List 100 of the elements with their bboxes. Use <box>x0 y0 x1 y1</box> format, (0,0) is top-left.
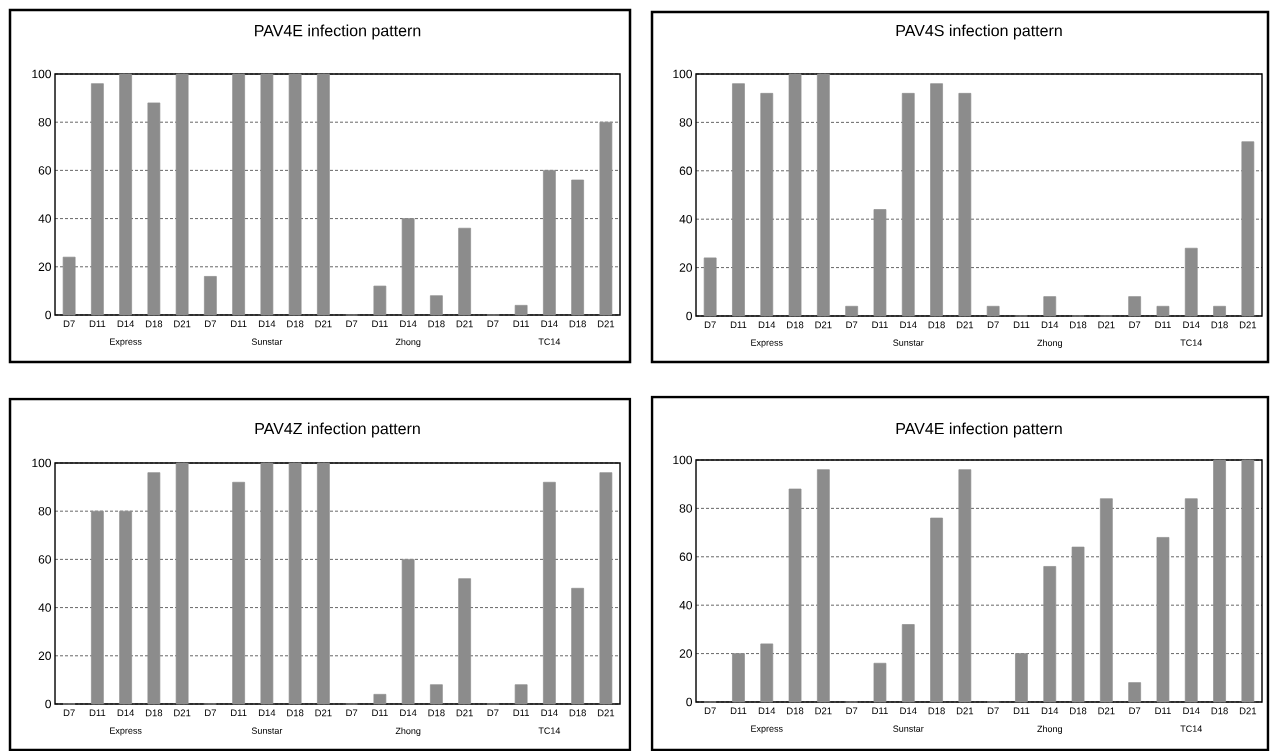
x-tick-label: D18 <box>145 709 163 717</box>
bar <box>760 643 774 703</box>
x-tick-label: D11 <box>231 709 247 716</box>
bar <box>732 653 745 703</box>
bar <box>732 83 745 317</box>
bar <box>317 73 330 316</box>
bar <box>514 304 528 316</box>
x-tick-label: D7 <box>987 321 999 328</box>
x-tick-label: D18 <box>145 320 163 328</box>
x-tick-label: D14 <box>1183 707 1200 714</box>
bar <box>543 169 556 316</box>
y-tick-label: 100 <box>673 69 693 79</box>
x-tick-label: D18 <box>569 709 586 717</box>
bar <box>119 73 132 316</box>
y-tick-label: 0 <box>686 311 693 321</box>
x-tick-label: D7 <box>63 709 75 716</box>
x-tick-label: D14 <box>400 320 417 327</box>
bar <box>760 92 774 317</box>
y-tick-label: 40 <box>38 603 52 612</box>
x-tick-label: D18 <box>287 709 304 717</box>
bar <box>1184 498 1198 703</box>
x-tick-label: D11 <box>372 320 388 327</box>
bar <box>599 472 613 705</box>
x-tick-label: D11 <box>1155 321 1171 328</box>
y-tick-label: 20 <box>679 649 693 658</box>
bar <box>703 257 717 317</box>
bar <box>288 462 302 705</box>
bar <box>430 684 443 705</box>
text: Zhong <box>395 338 421 347</box>
bar <box>91 510 104 705</box>
x-tick-label: D18 <box>1211 321 1228 329</box>
bar <box>571 587 584 705</box>
y-tick-label: 80 <box>679 118 693 127</box>
x-tick-label: D11 <box>89 709 106 716</box>
y-tick-label: 20 <box>38 651 52 660</box>
bar <box>1071 546 1085 703</box>
x-tick-label: D14 <box>900 707 917 714</box>
x-tick-label: D21 <box>956 707 974 715</box>
bar <box>958 469 972 703</box>
x-tick-label: D21 <box>956 321 974 329</box>
x-tick-label: D18 <box>1070 321 1087 329</box>
text: Sunstar <box>893 339 924 346</box>
x-tick-label: D18 <box>1211 707 1228 715</box>
x-tick-label: D21 <box>174 709 191 717</box>
x-tick-label: D21 <box>315 709 332 717</box>
x-tick-label: D21 <box>1239 707 1257 715</box>
x-tick-label: D21 <box>597 709 615 717</box>
y-tick-label: 60 <box>679 552 693 561</box>
bar <box>1128 682 1141 703</box>
text: Zhong <box>395 727 421 736</box>
y-tick-label: 60 <box>38 166 52 175</box>
y-tick-label: 60 <box>679 166 693 175</box>
y-tick-label: 100 <box>32 69 52 79</box>
y-tick-label: 40 <box>679 600 693 610</box>
x-tick-label: D7 <box>487 320 499 327</box>
x-tick-label: D7 <box>346 320 358 327</box>
bar <box>930 83 943 317</box>
chart-title: PAV4E infection pattern <box>896 422 1062 438</box>
x-tick-label: D14 <box>758 321 776 328</box>
x-tick-label: D18 <box>928 707 945 715</box>
y-tick-label: 0 <box>45 699 52 709</box>
x-tick-label: D11 <box>872 321 888 328</box>
bar <box>571 179 584 316</box>
chart-title: PAV4S infection pattern <box>896 24 1062 40</box>
y-tick-label: 0 <box>686 697 693 707</box>
text: Sunstar <box>893 725 924 732</box>
x-tick-label: D18 <box>569 320 586 328</box>
x-tick-label: D21 <box>174 320 191 328</box>
text: Express <box>110 727 142 736</box>
bar <box>260 462 274 705</box>
x-tick-label: D18 <box>287 320 304 328</box>
x-tick-label: D11 <box>513 709 530 716</box>
x-tick-label: D14 <box>1041 321 1059 328</box>
bar <box>1184 247 1198 317</box>
x-tick-label: D14 <box>1183 321 1200 328</box>
bar <box>373 693 387 705</box>
x-tick-label: D21 <box>1098 321 1115 329</box>
x-tick-label: D11 <box>730 321 747 328</box>
x-tick-label: D14 <box>758 707 776 714</box>
x-tick-label: D14 <box>1041 707 1059 714</box>
bar <box>147 102 161 316</box>
x-tick-label: D7 <box>205 709 216 716</box>
x-tick-label: D11 <box>1013 707 1030 714</box>
x-tick-label: D21 <box>815 321 832 329</box>
y-tick-label: 60 <box>38 555 52 564</box>
bar <box>373 285 387 316</box>
bar <box>1156 305 1170 317</box>
bar <box>1213 305 1226 317</box>
bar <box>232 73 245 316</box>
x-tick-label: D21 <box>1098 707 1115 715</box>
bar <box>458 578 471 705</box>
bar <box>430 295 443 316</box>
y-tick-label: 0 <box>45 310 52 320</box>
bar <box>958 92 972 317</box>
x-tick-label: D18 <box>1070 707 1087 715</box>
x-tick-label: D14 <box>541 320 558 327</box>
bar <box>91 83 104 316</box>
bar <box>873 662 887 703</box>
bar <box>1043 566 1057 703</box>
bar <box>458 227 471 316</box>
